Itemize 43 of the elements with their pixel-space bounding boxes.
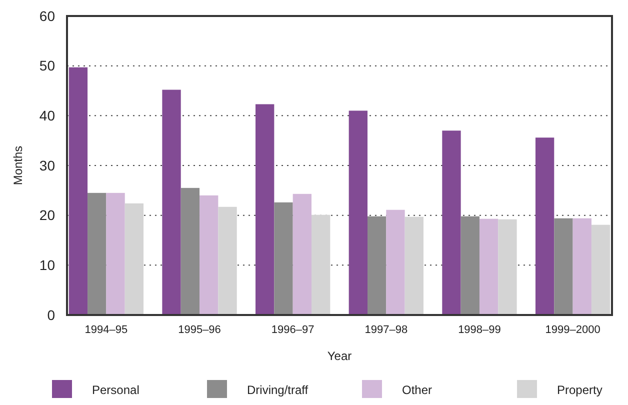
y-tick-label: 0 — [47, 306, 56, 323]
bar — [180, 188, 200, 315]
bar — [348, 110, 368, 315]
y-tick-label: 30 — [39, 157, 56, 174]
bar — [460, 216, 480, 315]
y-axis-title: Months — [11, 146, 25, 186]
bar — [256, 104, 274, 315]
x-tick-label: 1994–95 — [84, 324, 128, 336]
x-tick-label: 1996–97 — [271, 324, 314, 336]
bar — [274, 202, 293, 315]
bar — [498, 219, 517, 315]
bar — [162, 90, 181, 315]
bar — [218, 206, 237, 315]
bar — [68, 67, 88, 315]
bar — [106, 192, 125, 315]
y-tick-label: 40 — [39, 108, 56, 124]
x-axis-title: Year — [327, 349, 352, 363]
bar — [367, 216, 386, 315]
x-tick-label: 1999–2000 — [545, 324, 600, 336]
x-tick-label: 1998–99 — [458, 324, 501, 336]
bar — [124, 203, 144, 315]
bar — [572, 218, 592, 315]
bar — [292, 194, 312, 315]
legend-label: Other — [402, 383, 432, 397]
y-tick-label: 60 — [39, 8, 56, 24]
bar — [591, 224, 610, 315]
bar — [88, 192, 106, 315]
bar — [404, 216, 424, 315]
bar — [200, 195, 218, 315]
y-tick-label: 10 — [39, 257, 56, 274]
y-tick-label: 50 — [39, 58, 56, 74]
x-tick-label: 1995–96 — [178, 324, 221, 336]
bar — [386, 210, 405, 315]
y-tick-label: 20 — [39, 207, 56, 224]
legend-label: Property — [557, 383, 602, 397]
x-tick-label: 1997–98 — [364, 324, 408, 336]
legend-label: Driving/traff — [247, 383, 309, 397]
bar — [442, 130, 461, 315]
bar — [312, 214, 330, 315]
bar — [535, 138, 554, 315]
bar — [554, 218, 573, 315]
bar — [479, 218, 498, 315]
legend-label: Personal — [92, 383, 140, 397]
